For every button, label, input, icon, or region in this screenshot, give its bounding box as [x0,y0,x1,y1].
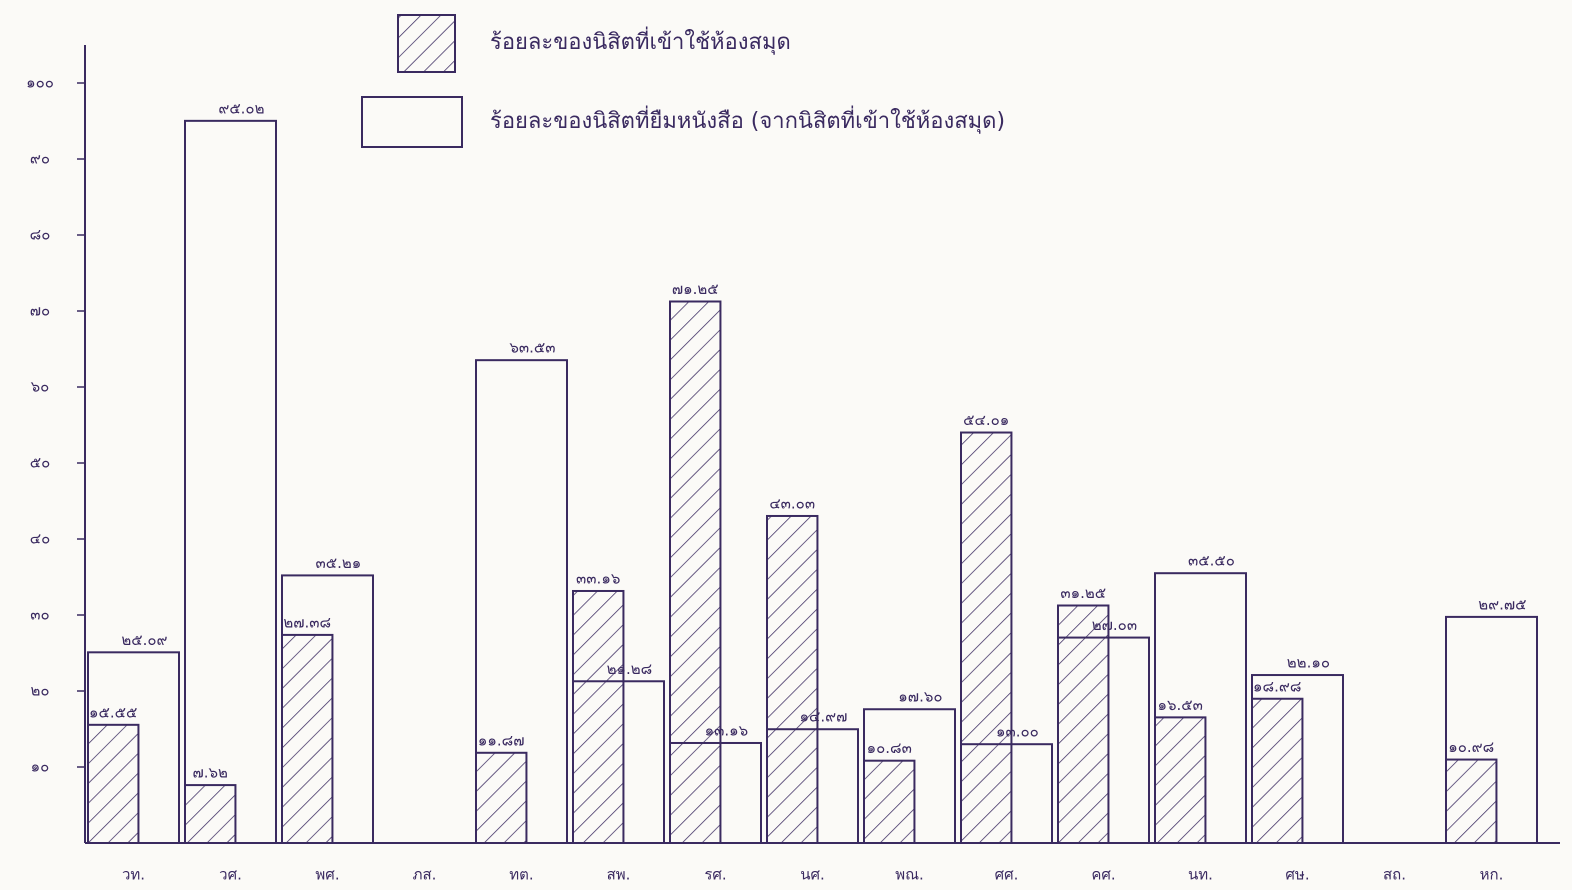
x-tick-label: วศ. [219,866,242,884]
x-tick-label: หก. [1480,866,1504,884]
x-tick-label: รศ. [704,866,726,884]
x-tick-label: คศ. [1091,866,1115,884]
legend-label: ร้อยละของนิสิตที่เข้าใช้ห้องสมุด [490,26,791,55]
value-label: ๑๖.๕๓ [1158,696,1203,714]
hatched-bar [281,633,334,844]
value-label: ๒๗.๓๘ [283,613,331,631]
y-tick-label: ๕๐ [30,454,51,472]
x-tick-label: พศ. [315,866,339,884]
value-label: ๔๓.๐๓ [769,494,815,512]
y-tick-label: ๘๐ [30,226,51,244]
x-tick-label: ศษ. [1285,866,1309,884]
value-label: ๓๕.๕๐ [1188,552,1235,570]
value-label: ๑๐.๘๓ [867,739,912,757]
hatched-bar [1057,604,1110,844]
value-label: ๗.๖๒ [192,764,227,782]
hatched-bar [960,431,1013,844]
y-tick-label: ๖๐ [31,378,50,396]
y-tick-label: ๙๐ [30,150,50,168]
value-label: ๑๐.๙๘ [1448,738,1494,756]
value-label: ๓๕.๒๑ [316,554,362,572]
legend-swatch [397,14,456,73]
value-label: ๓๓.๑๖ [576,569,620,587]
value-label: ๒๙.๗๕ [1478,595,1526,613]
hatched-bar [1154,716,1207,845]
open-bar [184,119,277,844]
value-label: ๙๕.๐๒ [218,99,264,117]
value-label: ๓๑.๒๕ [1060,584,1106,602]
value-label: ๑๘.๙๘ [1253,677,1301,695]
y-tick-label: ๒๐ [30,682,49,700]
hatched-bar [863,759,916,845]
x-tick-label: พณ. [895,866,924,884]
x-tick-label: ทต. [509,866,533,884]
value-label: ๒๒.๑๐ [1287,654,1330,672]
value-label: ๖๓.๕๓ [509,339,555,357]
hatched-bar [1251,697,1304,845]
x-tick-label: นท. [1188,866,1213,884]
hatched-bar [766,514,819,844]
y-tick-label: ๗๐ [30,302,50,320]
x-tick-label: วท. [122,866,145,884]
x-tick-label: สถ. [1383,866,1406,884]
hatched-bar [184,784,237,845]
y-tick-label: ๑๐๐ [26,74,54,92]
hatched-bar [669,300,722,844]
hatched-bar [87,723,140,845]
y-tick-label: ๑๐ [31,758,50,776]
hatched-bar [572,589,625,845]
legend-swatch [361,96,463,148]
value-label: ๕๔.๐๑ [963,411,1009,429]
x-tick-label: สพ. [607,866,631,884]
y-tick-label: ๔๐ [30,530,51,548]
legend-label: ร้อยละของนิสิตที่ยืมหนังสือ (จากนิสิตที่… [490,105,1005,134]
value-label: ๑๕.๕๕ [89,703,137,721]
value-label: ๗๑.๒๕ [672,280,719,298]
x-tick-label: ภส. [413,866,437,884]
x-tick-label: นศ. [800,866,825,884]
y-tick-label: ๓๐ [30,606,49,624]
x-tick-label: ศศ. [995,866,1019,884]
value-label: ๑๑.๘๗ [478,731,525,749]
value-label: ๑๗.๖๐ [898,688,942,706]
hatched-bar [475,751,528,845]
hatched-bar [1445,758,1498,844]
value-label: ๒๕.๐๙ [121,631,167,649]
